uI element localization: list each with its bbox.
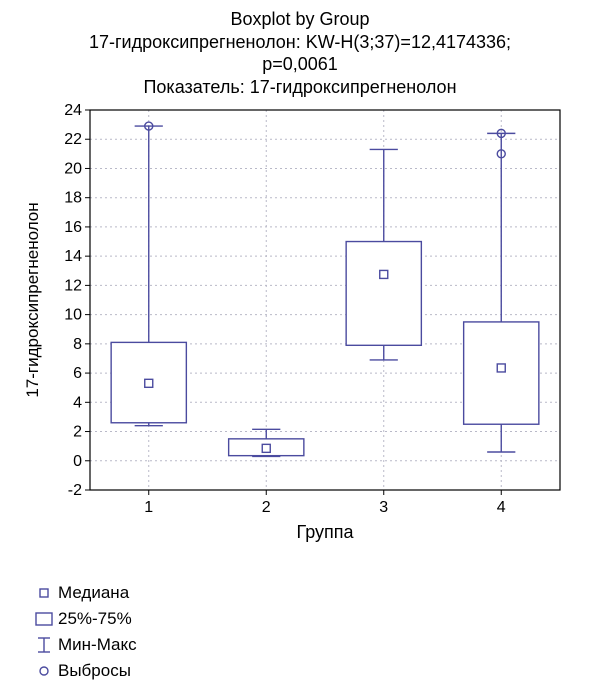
chart-title: Boxplot by Group 17-гидроксипрегненолон:… xyxy=(0,8,600,98)
iqr-box xyxy=(346,242,421,346)
legend-item: Медиана xyxy=(30,580,137,606)
legend-label: Медиана xyxy=(58,583,129,603)
ytick-label: -2 xyxy=(68,482,82,499)
ytick-label: 14 xyxy=(64,248,82,265)
xtick-label: 4 xyxy=(497,499,506,516)
box-group-1 xyxy=(111,122,186,426)
iqr-box xyxy=(111,342,186,422)
boxplot-area: -20246810121416182022241234Группа17-гидр… xyxy=(20,100,580,560)
title-line-3: p=0,0061 xyxy=(0,53,600,76)
plot-border xyxy=(90,110,560,490)
iqr-box xyxy=(229,439,304,456)
legend-label: Выбросы xyxy=(58,661,131,681)
square-marker-icon xyxy=(30,585,58,601)
box-group-4 xyxy=(464,129,539,452)
ytick-label: 24 xyxy=(64,102,82,119)
circle-marker-icon xyxy=(30,663,58,679)
legend-item: 25%-75% xyxy=(30,606,137,632)
xtick-label: 2 xyxy=(262,499,271,516)
xtick-label: 3 xyxy=(379,499,388,516)
title-line-1: Boxplot by Group xyxy=(0,8,600,31)
ytick-label: 22 xyxy=(64,131,82,148)
ytick-label: 6 xyxy=(73,365,82,382)
ytick-label: 12 xyxy=(64,277,82,294)
whisker-icon xyxy=(30,636,58,654)
box-group-2 xyxy=(229,429,304,456)
ytick-label: 16 xyxy=(64,219,82,236)
ytick-label: 20 xyxy=(64,160,82,177)
legend-item: Мин-Макс xyxy=(30,632,137,658)
legend-label: Мин-Макс xyxy=(58,635,137,655)
xtick-label: 1 xyxy=(144,499,153,516)
title-line-2: 17-гидроксипрегненолон: KW-H(3;37)=12,41… xyxy=(0,31,600,54)
legend-label: 25%-75% xyxy=(58,609,132,629)
iqr-box xyxy=(464,322,539,424)
box-icon xyxy=(30,611,58,627)
box-group-3 xyxy=(346,149,421,359)
ytick-label: 2 xyxy=(73,424,82,441)
legend-item: Выбросы xyxy=(30,658,137,684)
x-axis-label: Группа xyxy=(296,522,354,542)
y-axis-label: 17-гидроксипрегненолон xyxy=(23,202,42,397)
ytick-label: 10 xyxy=(64,307,82,324)
ytick-label: 4 xyxy=(73,394,82,411)
ytick-label: 0 xyxy=(73,453,82,470)
ytick-label: 8 xyxy=(73,336,82,353)
title-line-4: Показатель: 17-гидроксипрегненолон xyxy=(0,76,600,99)
legend: Медиана 25%-75% Мин-Макс Выбросы xyxy=(30,580,137,684)
ytick-label: 18 xyxy=(64,190,82,207)
